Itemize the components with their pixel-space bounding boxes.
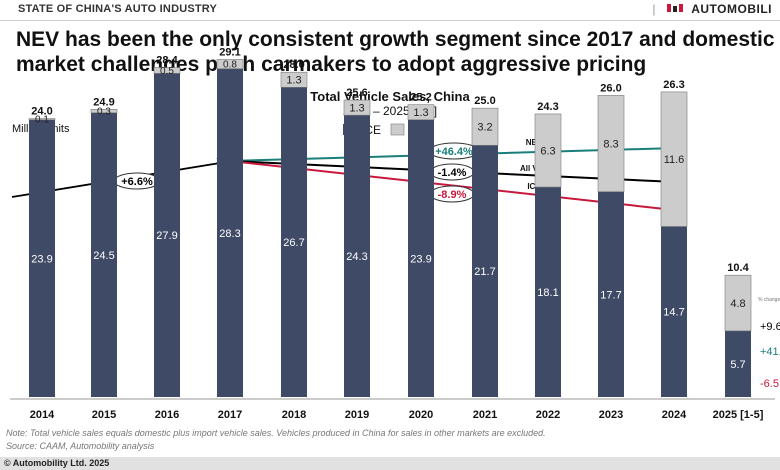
side-change-value: +41.1 [760,346,780,358]
x-tick-label: 2021 [473,409,497,421]
total-label: 24.0 [31,106,52,118]
bar-ice-7 [472,145,498,397]
total-label: 25.2 [410,92,431,104]
bar-ice-0 [29,119,55,397]
x-tick-label: 2017 [218,409,242,421]
x-tick-label: 2015 [92,409,116,421]
nev-value-label: 0.8 [223,60,237,71]
nev-value-label: 0.3 [97,107,111,118]
total-label: 29.1 [219,46,240,58]
total-label: 24.3 [537,101,558,113]
car-logo-icon [666,4,683,12]
total-label: 28.4 [156,55,178,67]
bar-ice-4 [281,87,307,397]
bar-ice-3 [217,68,243,397]
total-label: 25.0 [474,95,495,107]
bar-ice-8 [535,187,561,397]
bar-ice-2 [154,73,180,398]
ice-value-label: 23.9 [31,253,52,265]
x-tick-label: 2016 [155,409,179,421]
bottom-bar: © Automobility Ltd. 2025 [0,457,780,470]
ice-value-label: 5.7 [730,359,745,371]
bar-nev-10 [660,91,688,227]
ice-value-label: 17.7 [600,289,621,301]
bar-nev-11 [724,274,752,332]
x-tick-label: 2023 [599,409,623,421]
ice-value-label: 14.7 [663,307,684,319]
ice-value-label: 24.5 [93,250,114,262]
ice-value-label: 18.1 [537,287,558,299]
copyright: © Automobility Ltd. 2025 [4,458,110,468]
cagr-2014-2017-value: +6.6% [121,176,153,188]
total-label: 28.0 [283,59,304,71]
bar-nev-6 [407,104,435,121]
x-tick-label: 2019 [345,409,369,421]
bar-nev-4 [280,71,308,88]
side-change-panel: % change 2024 +9.6 +41.1 -6.5 [758,297,780,390]
bar-ice-10 [661,226,687,397]
bar-nev-8 [534,113,562,188]
nev-value-label: 1.3 [286,75,301,87]
nev-value-label: 11.6 [664,154,685,166]
nev-value-label: 0.5 [160,66,174,77]
footnote: Note: Total vehicle sales equals domesti… [6,428,546,438]
brand-logo: | AUTOMOBILI [652,2,772,16]
ice-value-label: 21.7 [474,266,495,278]
top-bar: STATE OF CHINA'S AUTO INDUSTRY | AUTOMOB… [0,0,780,20]
total-label: 26.0 [600,82,621,94]
cagr-nev-value: +46.4% [435,146,473,158]
ice-value-label: 28.3 [219,228,240,240]
bar-nev-7 [471,107,499,146]
nev-value-label: 4.8 [730,298,745,310]
trend-label-nev: NEV [526,138,543,147]
nev-value-label: 1.3 [349,103,364,115]
bar-nev-3 [216,59,244,70]
bar-ice-11 [725,330,751,397]
divider: | [652,2,656,16]
side-change-header: % change 2024 [758,297,780,303]
cagr-ice-value: -8.9% [438,189,467,201]
nev-value-label: 3.2 [477,122,492,134]
total-label: 25.6 [346,87,367,99]
chart-title: Total Vehicle Sales, China [310,89,470,104]
bar-ice-9 [598,191,624,397]
x-tick-label: 2024 [662,409,687,421]
total-label: 10.4 [727,262,749,274]
side-change-value: -6.5 [760,378,779,390]
bar-nev-1 [90,109,118,114]
bar-nev-2 [153,67,181,74]
bar-nev-5 [343,99,371,116]
x-tick-label: 2018 [282,409,306,421]
nev-value-label: 8.3 [603,139,618,151]
legend-swatch-nev [390,123,405,136]
ice-value-label: 27.9 [156,230,177,242]
nev-value-label: 6.3 [540,146,555,158]
x-tick-label: 2022 [536,409,560,421]
bar-nev-9 [597,95,625,192]
source-note: Source: CAAM, Automobility analysis [6,441,155,451]
bar-ice-5 [344,115,370,398]
side-change-value: +9.6 [760,321,780,333]
brand-name: AUTOMOBILI [691,2,772,16]
total-label: 26.3 [663,79,684,91]
section-label: STATE OF CHINA'S AUTO INDUSTRY [18,3,218,15]
header-divider [0,20,780,21]
x-tick-label: 2020 [409,409,433,421]
nev-value-label: 1.3 [413,107,428,119]
bar-ice-6 [408,119,434,397]
bars: 23.90.124.0201424.50.324.9201527.90.528.… [28,46,764,421]
bar-nev-0 [28,118,56,121]
ice-value-label: 23.9 [410,253,431,265]
ice-value-label: 26.7 [283,237,304,249]
trend-label-ice: ICE [527,182,541,191]
ice-value-label: 24.3 [346,251,367,263]
x-tick-label: 2014 [30,409,55,421]
x-tick-label: 2025 [1-5] [713,409,764,421]
nev-value-label: 0.1 [35,115,49,126]
total-label: 24.9 [93,96,114,108]
cagr-all-vehicle-value: -1.4% [438,167,467,179]
bar-ice-1 [91,112,117,398]
